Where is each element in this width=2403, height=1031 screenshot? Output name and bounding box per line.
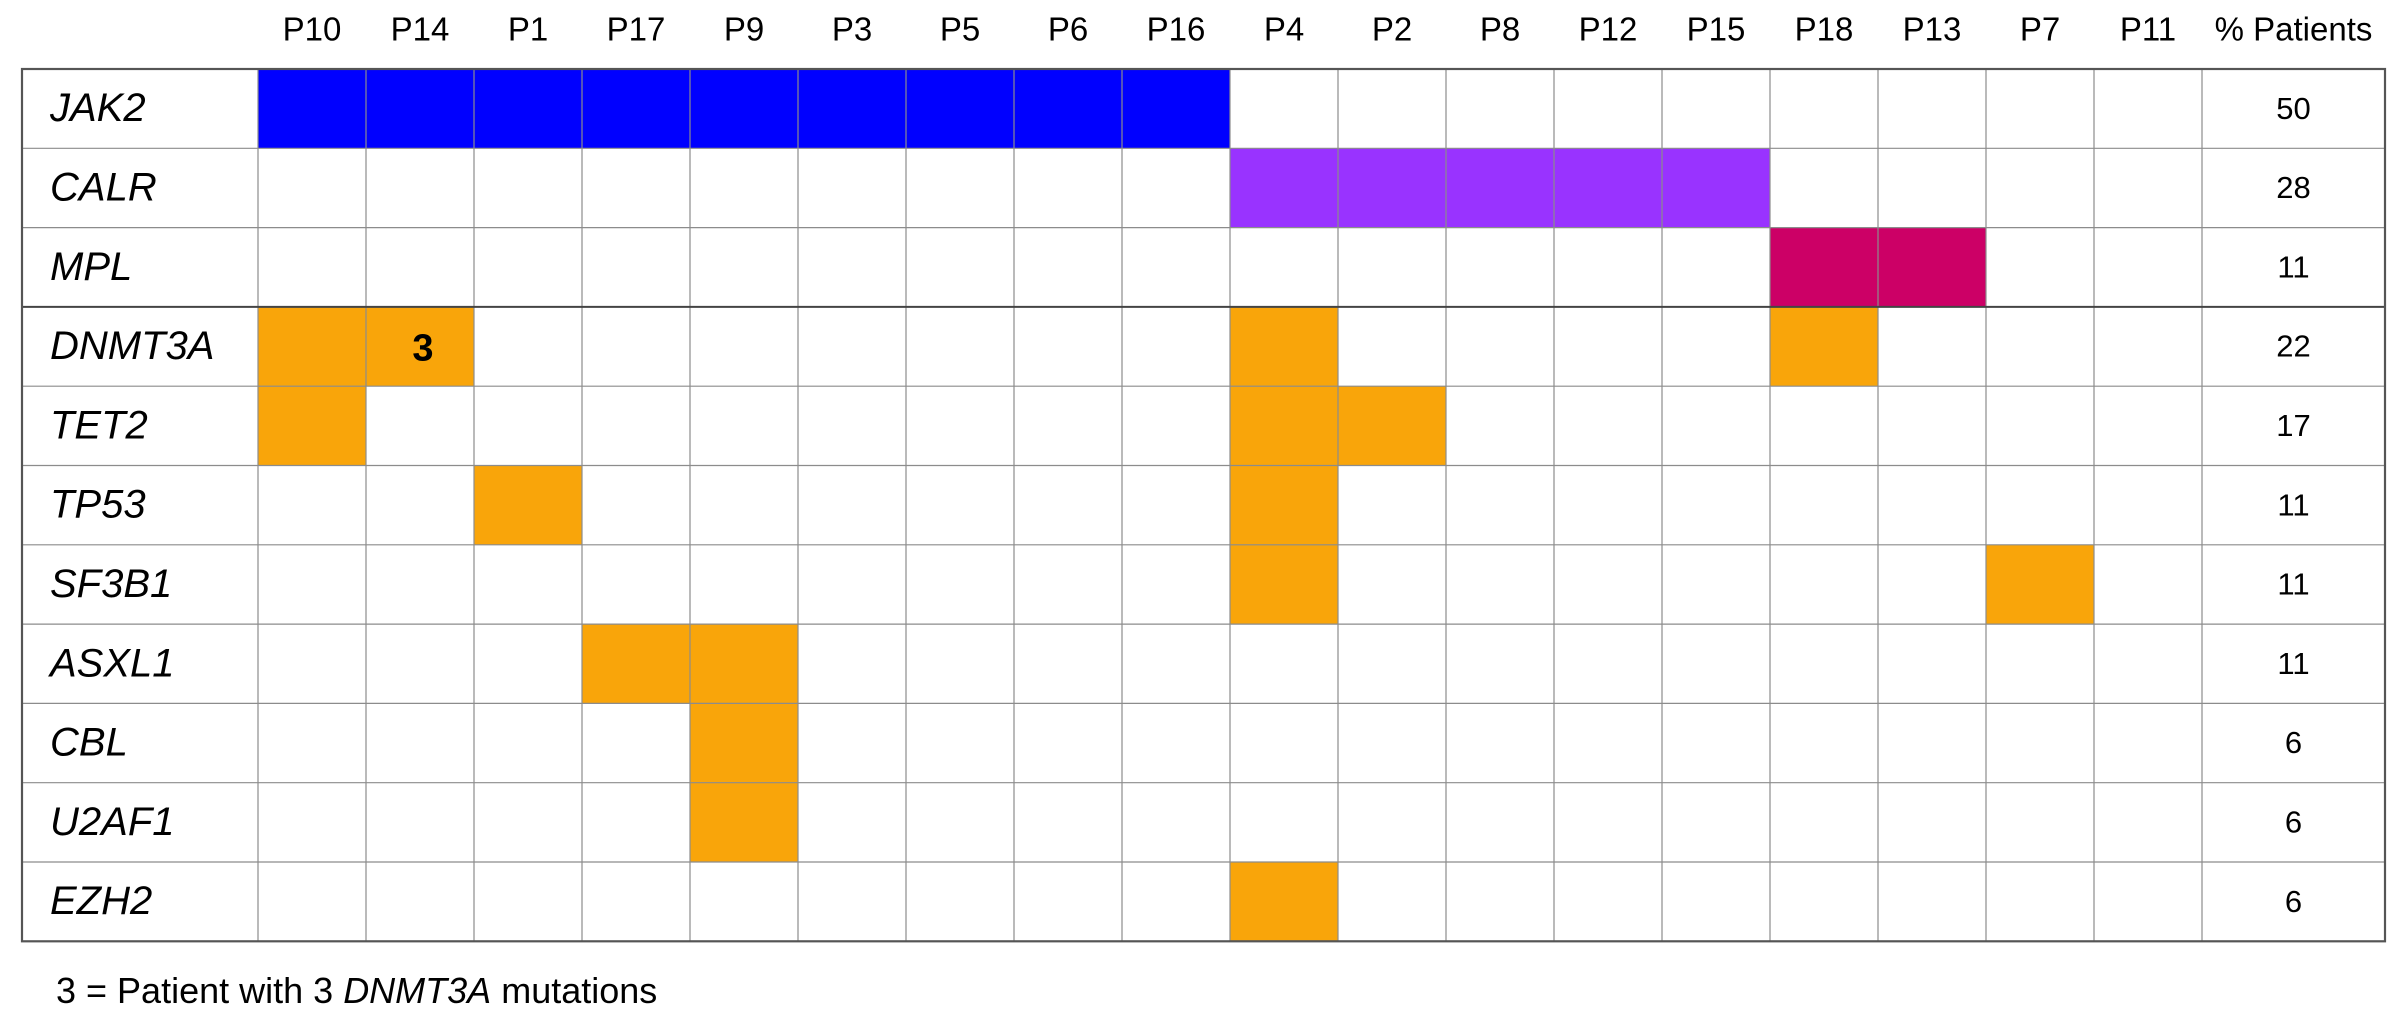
percent-tp53: 11 (2277, 487, 2309, 522)
gene-label-cbl: CBL (50, 721, 128, 765)
percent-calr: 28 (2276, 170, 2310, 205)
footnote: 3 = Patient with 3 DNMT3A mutations (56, 970, 657, 1012)
col-header-percent-patients: % Patients (2215, 11, 2373, 48)
cell-dnmt3a-p18 (1770, 306, 1878, 387)
footnote-suffix: mutations (491, 970, 658, 1011)
cell-dnmt3a-p4 (1230, 306, 1338, 387)
cell-u2af1-p9 (690, 782, 798, 862)
col-header-p3: P3 (832, 11, 872, 48)
col-header-p2: P2 (1372, 11, 1412, 48)
percent-u2af1: 6 (2285, 805, 2302, 840)
heatmap-labels: P10 P14 P1 P17 P9 P3 P5 P6 P16 P4 P2 P8 P12 P15 P18 P13… (48, 11, 2372, 923)
cell-jak2-p1 (474, 69, 582, 149)
footnote-prefix: 3 = Patient with 3 (56, 970, 344, 1011)
annotation-dnmt3a-p14: 3 (412, 328, 433, 370)
col-header-p14: P14 (391, 11, 450, 48)
col-header-p6: P6 (1048, 11, 1088, 48)
gene-label-jak2: JAK2 (49, 86, 146, 130)
col-header-p8: P8 (1480, 11, 1520, 48)
gene-label-ezh2: EZH2 (50, 879, 152, 923)
cell-tet2-p10 (258, 386, 366, 466)
percent-sf3b1: 11 (2277, 567, 2309, 602)
col-header-p15: P15 (1687, 11, 1746, 48)
heatmap-grid (20, 67, 2387, 943)
cell-jak2-p3 (798, 69, 906, 149)
cell-tet2-p2 (1338, 386, 1446, 466)
cell-calr-p2 (1338, 148, 1446, 228)
col-header-p12: P12 (1579, 11, 1638, 48)
col-header-p16: P16 (1147, 11, 1206, 48)
percent-ezh2: 6 (2285, 884, 2302, 919)
cell-calr-p15 (1662, 148, 1770, 228)
cell-jak2-p14 (366, 69, 474, 149)
percent-asxl1: 11 (2277, 646, 2309, 681)
percent-tet2: 17 (2276, 408, 2310, 443)
col-header-p17: P17 (607, 11, 666, 48)
gene-label-calr: CALR (50, 166, 157, 210)
gene-label-mpl: MPL (50, 245, 132, 289)
col-header-p1: P1 (508, 11, 548, 48)
cell-calr-p8 (1446, 148, 1554, 228)
heatmap-cells (258, 69, 2094, 942)
col-header-p9: P9 (724, 11, 764, 48)
cell-jak2-p16 (1122, 69, 1230, 149)
col-header-p5: P5 (940, 11, 980, 48)
percent-cbl: 6 (2285, 725, 2302, 760)
col-header-p10: P10 (283, 11, 342, 48)
cell-asxl1-p17 (582, 624, 690, 704)
percent-dnmt3a: 22 (2276, 329, 2310, 364)
cell-sf3b1-p7 (1986, 544, 2094, 625)
heatmap-frame (20, 67, 2387, 943)
col-header-p4: P4 (1264, 11, 1304, 48)
mutation-heatmap: P10 P14 P1 P17 P9 P3 P5 P6 P16 P4 P2 P8 P12 P15 P18 P13… (20, 11, 2387, 943)
gene-label-tp53: TP53 (50, 483, 146, 527)
col-header-p13: P13 (1903, 11, 1962, 48)
cell-jak2-p17 (582, 69, 690, 149)
cell-dnmt3a-p14 (366, 306, 474, 387)
cell-asxl1-p9 (690, 624, 798, 704)
cell-jak2-p6 (1014, 69, 1122, 149)
gene-label-dnmt3a: DNMT3A (50, 324, 214, 368)
cell-tp53-p1 (474, 465, 582, 545)
gene-label-tet2: TET2 (50, 403, 148, 447)
cell-jak2-p5 (906, 69, 1014, 149)
cell-calr-p4 (1230, 148, 1338, 228)
cell-ezh2-p4 (1230, 862, 1338, 942)
cell-jak2-p9 (690, 69, 798, 149)
footnote-gene: DNMT3A (343, 970, 492, 1011)
cell-mpl-p18 (1770, 227, 1878, 307)
gene-label-sf3b1: SF3B1 (50, 562, 172, 606)
cell-calr-p12 (1554, 148, 1662, 228)
cell-mpl-p13 (1878, 227, 1986, 307)
col-header-p18: P18 (1795, 11, 1854, 48)
gene-label-asxl1: ASXL1 (48, 641, 175, 685)
cell-tet2-p4 (1230, 386, 1338, 466)
cell-dnmt3a-p10 (258, 306, 366, 387)
cell-tp53-p4 (1230, 465, 1338, 545)
col-header-p11: P11 (2120, 11, 2176, 48)
col-header-p7: P7 (2020, 11, 2060, 48)
cell-sf3b1-p4 (1230, 544, 1338, 625)
cell-cbl-p9 (690, 703, 798, 783)
percent-mpl: 11 (2277, 249, 2309, 284)
percent-jak2: 50 (2276, 91, 2310, 126)
gene-label-u2af1: U2AF1 (50, 800, 175, 844)
cell-jak2-p10 (258, 69, 366, 149)
